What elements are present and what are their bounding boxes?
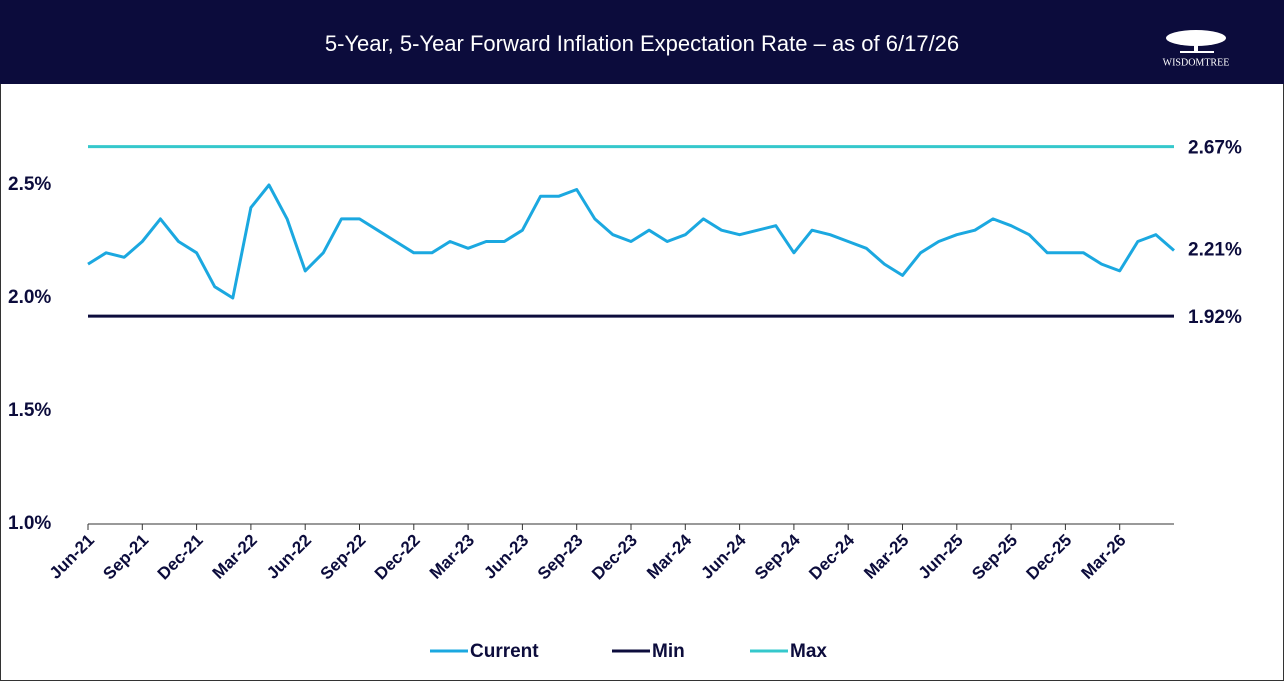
ref-label: 2.67% (1188, 138, 1242, 159)
ref-label: 1.92% (1188, 307, 1242, 328)
legend-label: Min (652, 641, 685, 662)
header (0, 0, 1284, 84)
legend-label: Current (470, 641, 539, 662)
logo-text: WISDOMTREE (1163, 57, 1230, 68)
y-tick-label: 1.5% (8, 400, 51, 421)
logo-tree (1166, 30, 1226, 53)
line (87, 183, 1175, 300)
end-label: 2.21% (1188, 240, 1242, 261)
y-tick-label: 2.0% (8, 287, 51, 308)
y-tick-label: 2.5% (8, 174, 51, 195)
y-tick-label: 1.0% (8, 513, 51, 534)
chart-title: 5-Year, 5-Year Forward Inflation Expecta… (325, 31, 959, 56)
legend-label: Max (790, 641, 827, 662)
